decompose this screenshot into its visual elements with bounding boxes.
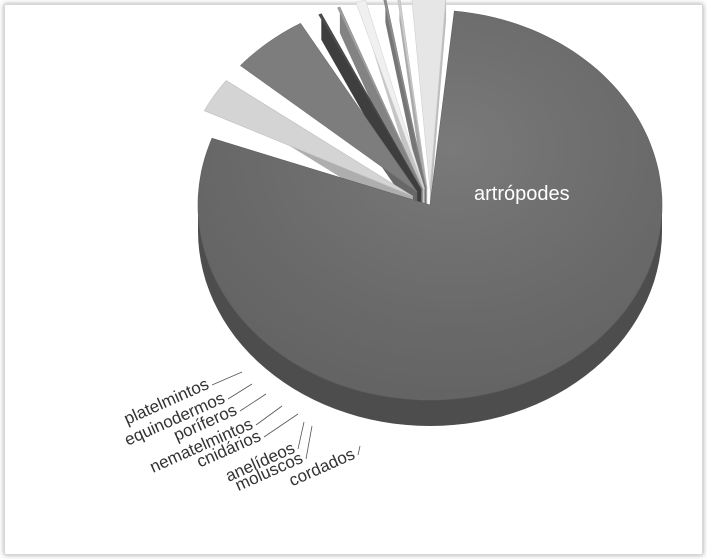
slice-0-highlight [198, 11, 662, 400]
slice-8 [411, 0, 446, 189]
leader-1 [357, 445, 361, 456]
slice-wall-8-1 [429, 0, 447, 214]
slice-1 [203, 80, 414, 197]
leader-3 [297, 421, 305, 450]
leader-7 [227, 383, 253, 400]
slice-7 [397, 0, 428, 189]
leader-4 [263, 413, 299, 438]
leader-5 [255, 405, 283, 426]
slice-6 [383, 0, 427, 189]
slice-5 [355, 0, 425, 189]
leader-lines [211, 371, 361, 460]
slice-4 [337, 6, 423, 190]
pie-tops [197, 0, 663, 401]
slice-3 [318, 13, 422, 190]
leader-6 [239, 393, 267, 412]
slice-2 [240, 23, 418, 193]
label-0: artrópodes [474, 183, 570, 205]
leader-8 [211, 371, 243, 386]
leader-2 [305, 425, 313, 460]
